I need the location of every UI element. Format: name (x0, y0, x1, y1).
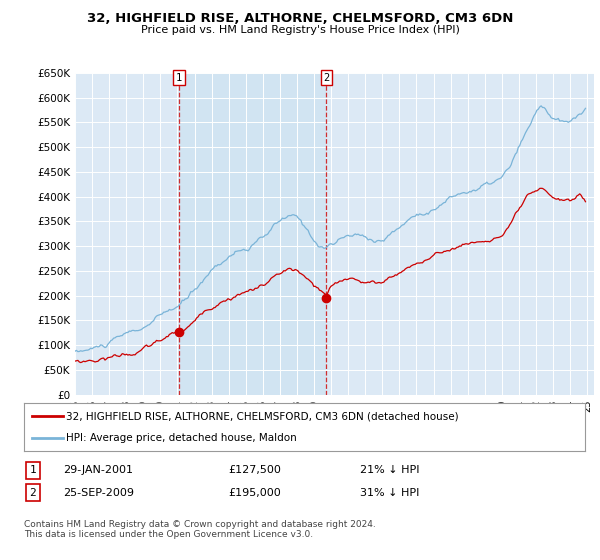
Text: 31% ↓ HPI: 31% ↓ HPI (360, 488, 419, 498)
Text: 1: 1 (29, 465, 37, 475)
Text: 1: 1 (176, 73, 182, 83)
Text: 2: 2 (323, 73, 329, 83)
Text: 32, HIGHFIELD RISE, ALTHORNE, CHELMSFORD, CM3 6DN: 32, HIGHFIELD RISE, ALTHORNE, CHELMSFORD… (87, 12, 513, 25)
Bar (179, 73, 326, 395)
Text: 2: 2 (29, 488, 37, 498)
Text: £195,000: £195,000 (228, 488, 281, 498)
Text: HPI: Average price, detached house, Maldon: HPI: Average price, detached house, Mald… (66, 433, 297, 443)
Text: Contains HM Land Registry data © Crown copyright and database right 2024.
This d: Contains HM Land Registry data © Crown c… (24, 520, 376, 539)
Text: 29-JAN-2001: 29-JAN-2001 (63, 465, 133, 475)
Text: 32, HIGHFIELD RISE, ALTHORNE, CHELMSFORD, CM3 6DN (detached house): 32, HIGHFIELD RISE, ALTHORNE, CHELMSFORD… (66, 411, 459, 421)
Text: 21% ↓ HPI: 21% ↓ HPI (360, 465, 419, 475)
Text: £127,500: £127,500 (228, 465, 281, 475)
Text: 25-SEP-2009: 25-SEP-2009 (63, 488, 134, 498)
Text: Price paid vs. HM Land Registry's House Price Index (HPI): Price paid vs. HM Land Registry's House … (140, 25, 460, 35)
